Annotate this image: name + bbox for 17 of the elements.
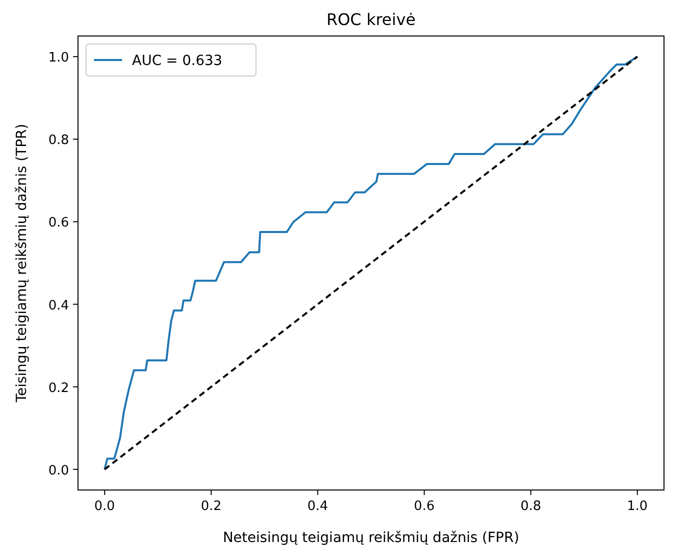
x-tick-label: 0.2	[200, 499, 222, 514]
y-tick-label: 1.0	[48, 50, 69, 66]
chart-title: ROC kreivė	[326, 10, 416, 29]
x-tick-label: 1.0	[627, 499, 648, 514]
legend-label: AUC = 0.633	[132, 53, 222, 69]
y-tick-label: 0.8	[48, 133, 69, 148]
x-tick-label: 0.8	[520, 499, 542, 514]
y-axis-title: Teisingų teigiamų reikšmių dažnis (TPR)	[14, 124, 30, 404]
y-tick-label: 0.2	[48, 380, 69, 396]
y-tick-label: 0.4	[48, 298, 69, 314]
x-tick-label: 0.4	[307, 499, 328, 514]
y-tick-label: 0.6	[48, 216, 69, 231]
y-tick-label: 0.0	[48, 463, 69, 478]
line-series	[104, 56, 638, 470]
x-axis-title: Neteisingų teigiamų reikšmių dažnis (FPR)	[222, 530, 520, 546]
x-tick-label: 0.0	[94, 499, 115, 514]
x-tick-label: 0.6	[414, 499, 435, 514]
